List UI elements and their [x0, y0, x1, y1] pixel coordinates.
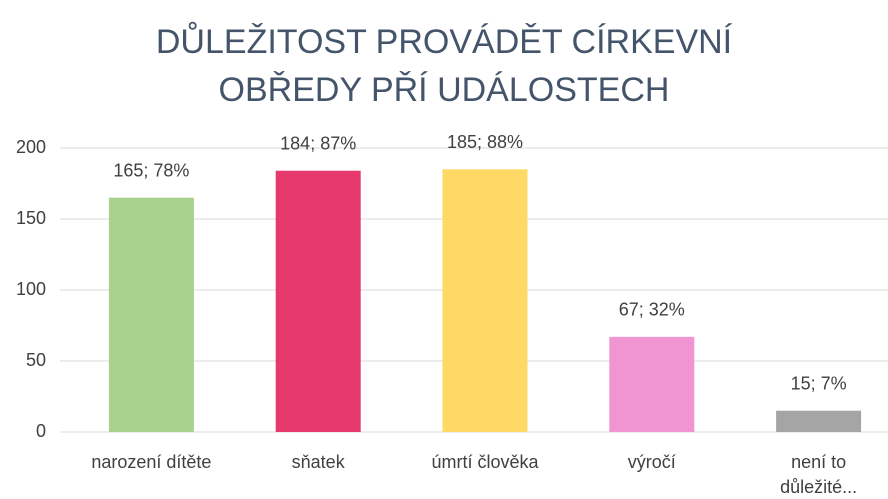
data-label: 184; 87% [280, 133, 356, 153]
y-tick-label: 150 [16, 208, 46, 228]
x-tick-label: sňatek [291, 452, 345, 472]
bar [609, 336, 695, 432]
y-tick-label: 200 [16, 137, 46, 157]
bar [108, 197, 194, 432]
data-label: 185; 88% [447, 132, 523, 152]
data-label: 67; 32% [619, 300, 685, 320]
bar [275, 170, 361, 432]
y-tick-label: 50 [26, 350, 46, 370]
chart-title: DŮLEŽITOST PROVÁDĚT CÍRKEVNÍ OBŘEDY PŘÍ … [155, 23, 733, 109]
y-tick-label: 0 [36, 421, 46, 441]
data-label: 165; 78% [113, 160, 189, 180]
bar [776, 410, 862, 432]
y-tick-label: 100 [16, 279, 46, 299]
x-tick-label: narození dítěte [91, 452, 212, 472]
x-tick-label: úmrtí člověka [431, 452, 539, 472]
bar [442, 169, 528, 433]
x-tick-label: výročí [627, 452, 676, 472]
x-tick-label: není to důležité... [780, 452, 858, 497]
data-label: 15; 7% [791, 373, 847, 393]
